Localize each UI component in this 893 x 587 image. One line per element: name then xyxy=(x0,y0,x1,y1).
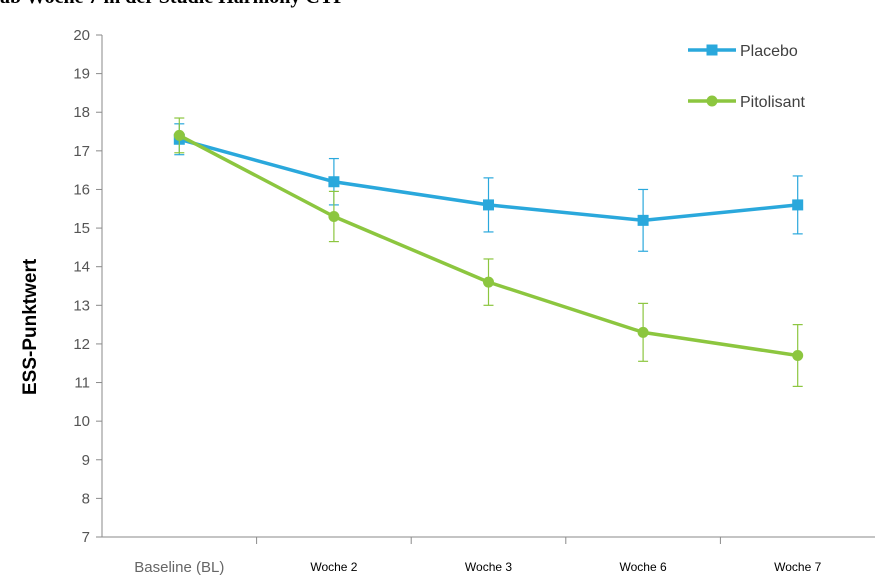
x-tick-label: Woche 7 xyxy=(774,560,821,574)
y-tick-label: 7 xyxy=(82,529,90,546)
data-point-placebo xyxy=(328,176,340,188)
y-tick-label: 17 xyxy=(73,143,90,160)
y-tick-label: 9 xyxy=(82,452,90,469)
y-tick-label: 12 xyxy=(73,336,90,353)
y-tick-label: 11 xyxy=(74,375,90,392)
legend-marker-placebo xyxy=(706,44,718,56)
y-tick-label: 13 xyxy=(73,297,90,314)
data-point-pitolisant xyxy=(637,326,649,338)
series-line-pitolisant xyxy=(177,133,800,358)
y-tick-label: 10 xyxy=(73,413,90,430)
data-point-pitolisant xyxy=(328,210,340,222)
y-tick-label: 8 xyxy=(82,490,90,507)
y-tick-label: 16 xyxy=(73,181,90,198)
chart-title: ab Woche 7 in der Studie Harmony CTP xyxy=(0,0,893,9)
data-point-pitolisant xyxy=(792,350,804,362)
x-tick-label: Woche 3 xyxy=(465,560,512,574)
legend-label-pitolisant: Pitolisant xyxy=(740,94,805,111)
data-point-placebo xyxy=(637,214,649,226)
y-tick-label: 18 xyxy=(73,104,90,121)
legend-label-placebo: Placebo xyxy=(740,43,798,60)
y-tick-label: 15 xyxy=(73,220,90,237)
legend-marker-pitolisant xyxy=(706,95,718,107)
data-point-placebo xyxy=(483,199,494,211)
y-tick-label: 20 xyxy=(73,27,90,44)
x-tick-label: Woche 2 xyxy=(310,560,357,574)
y-tick-label: 19 xyxy=(73,66,90,83)
x-tick-label: Baseline (BL) xyxy=(134,559,224,576)
data-point-pitolisant xyxy=(483,276,494,288)
data-point-pitolisant xyxy=(173,129,185,141)
y-tick-label: 14 xyxy=(73,259,90,276)
x-tick-label: Woche 6 xyxy=(620,560,667,574)
data-point-placebo xyxy=(792,199,804,211)
